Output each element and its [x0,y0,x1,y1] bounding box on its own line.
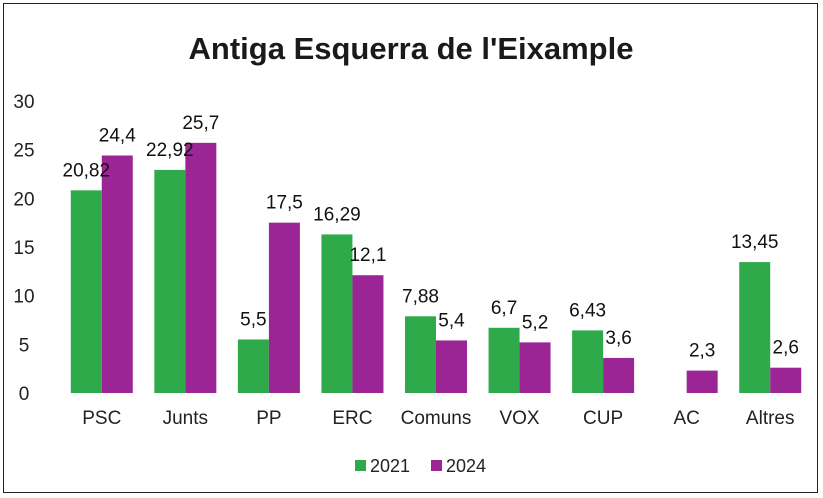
legend-swatch-2021 [355,460,366,471]
bar-2024-comuns [436,340,467,393]
bar-2024-altres [770,367,802,393]
x-tick-label: Junts [163,408,208,429]
bar-2024-pp [268,222,300,393]
data-label: 24,4 [99,126,136,147]
data-label: 6,43 [569,300,606,321]
data-label: 6,7 [491,298,517,319]
bar-2021-junts [154,169,186,393]
y-axis: 0 5 10 15 20 25 30 [13,92,34,405]
x-tick-label: Comuns [401,408,472,429]
data-label: 2,3 [689,341,715,362]
data-label: 12,1 [349,245,386,266]
x-tick-label: PP [256,408,281,429]
chart-title: Antiga Esquerra de l'Eixample [189,31,634,66]
bar-2024-ac [686,370,718,393]
bar-2021-cup [572,330,604,393]
bar-2021-vox [488,327,520,393]
data-label: 20,82 [63,160,111,181]
data-label: 16,29 [313,204,361,225]
y-tick-label: 25 [13,141,34,162]
legend: 2021 2024 [355,456,486,476]
x-tick-label: ERC [332,408,372,429]
x-tick-label: AC [673,408,699,429]
legend-label: 2021 [370,456,410,476]
bar-2021-comuns [405,316,436,393]
data-label: 22,92 [146,140,194,161]
y-tick-label: 0 [19,384,30,405]
bar-2021-altres [739,262,771,393]
data-label: 25,7 [182,113,219,134]
x-tick-label: Altres [746,408,795,429]
data-label: 2,6 [773,338,799,359]
data-label: 3,6 [605,328,631,349]
bar-2024-erc [352,275,384,393]
data-label: 13,45 [731,232,779,253]
y-tick-label: 10 [13,287,34,308]
bar-2024-vox [519,342,551,393]
y-tick-label: 30 [13,92,34,113]
data-label: 7,88 [402,286,439,307]
bar-2021-pp [237,339,269,393]
bar-2021-psc [70,190,102,393]
bar-2024-psc [101,155,133,393]
x-tick-label: VOX [499,408,539,429]
y-tick-label: 20 [13,189,34,210]
x-tick-label: CUP [583,408,623,429]
bar-2024-cup [603,357,635,393]
data-label: 17,5 [266,193,303,214]
x-tick-label: PSC [82,408,121,429]
data-labels: 20,82 24,4 22,92 25,7 5,5 17,5 16,29 12,1 7,88 5,… [63,113,799,362]
data-label: 5,4 [438,310,465,331]
chart-frame [3,3,818,493]
y-tick-label: 5 [19,335,30,356]
bar-2024-junts [185,142,217,393]
data-label: 5,5 [240,309,266,330]
legend-swatch-2024 [431,460,442,471]
x-axis: PSC Junts PP ERC Comuns VOX CUP AC Altres [82,408,794,429]
data-label: 5,2 [522,312,548,333]
legend-label: 2024 [446,456,486,476]
bars [70,142,802,393]
y-tick-label: 15 [13,238,34,259]
bar-2021-erc [321,234,353,393]
